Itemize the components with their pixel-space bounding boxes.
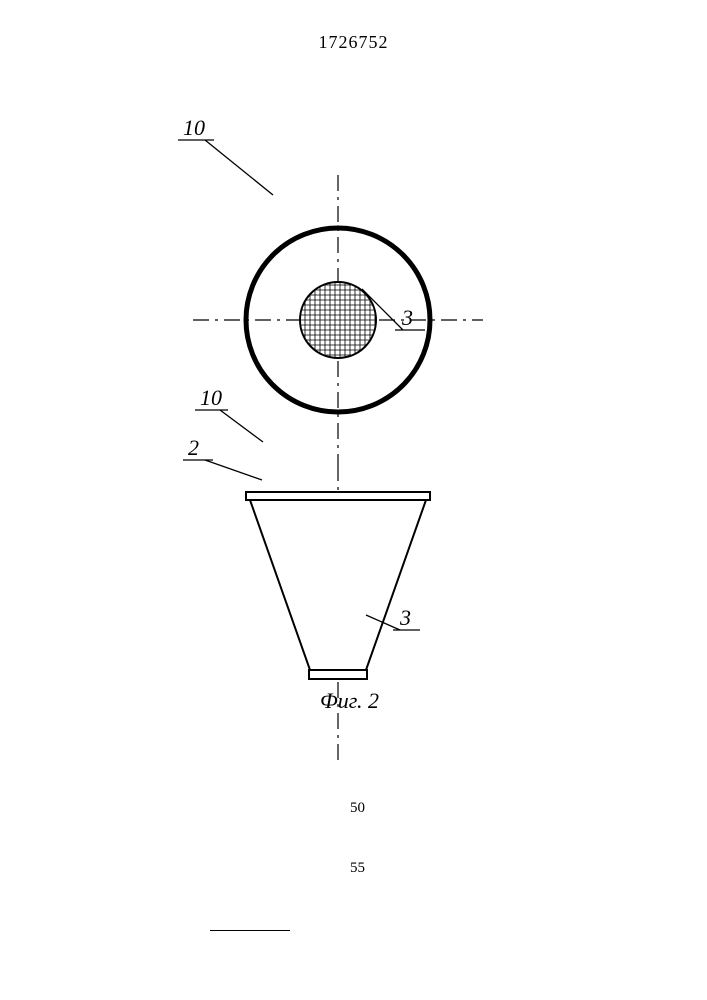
callout-label-10-side: 10 — [200, 385, 222, 410]
callout-leader-10-top — [205, 140, 273, 195]
callout-leader-10-side — [220, 410, 263, 442]
side-view-cone — [250, 500, 426, 670]
figure-caption: Фиг. 2 — [320, 688, 379, 714]
callout-label-10-top: 10 — [183, 115, 205, 140]
side-view-rim — [246, 492, 430, 500]
footer-rule — [210, 930, 290, 931]
body-line-50: 50 — [350, 800, 365, 817]
callout-label-3-side: 3 — [399, 605, 411, 630]
side-view-outlet — [309, 670, 367, 679]
callout-label-3-top: 3 — [401, 305, 413, 330]
document-number: 1726752 — [0, 32, 707, 53]
callout-label-2-side: 2 — [188, 435, 199, 460]
body-line-55: 55 — [350, 860, 365, 877]
page: 1726752 10 3 — [0, 0, 707, 1000]
top-view-inner-hatched — [300, 282, 376, 358]
figure-svg: 10 3 10 2 3 — [0, 60, 707, 790]
callout-leader-2-side — [205, 460, 262, 480]
